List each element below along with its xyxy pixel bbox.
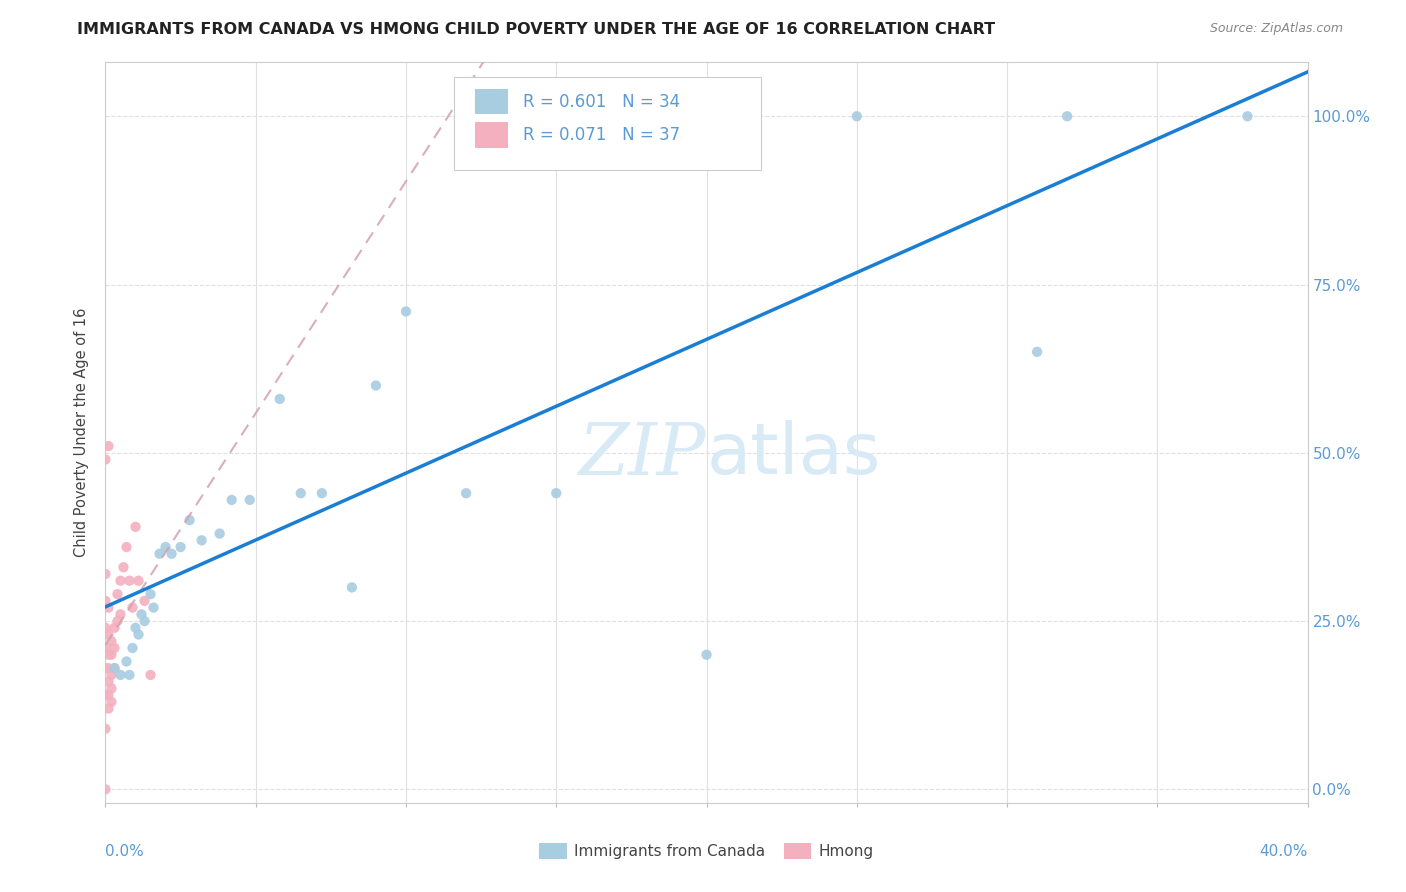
Point bbox=[103, 640, 125, 655]
Text: Source: ZipAtlas.com: Source: ZipAtlas.com bbox=[1209, 22, 1343, 36]
Point bbox=[112, 560, 135, 574]
Point bbox=[94, 594, 117, 608]
Point bbox=[118, 668, 141, 682]
Text: atlas: atlas bbox=[707, 420, 882, 490]
Bar bbox=[474, 122, 508, 147]
Point bbox=[115, 655, 138, 669]
Point bbox=[94, 688, 117, 702]
Point bbox=[94, 661, 117, 675]
Point bbox=[115, 540, 138, 554]
Text: 0.0%: 0.0% bbox=[105, 844, 145, 858]
Point bbox=[94, 621, 117, 635]
Point bbox=[190, 533, 212, 548]
Point bbox=[142, 600, 165, 615]
Point bbox=[97, 627, 120, 641]
Point bbox=[110, 574, 132, 588]
Point bbox=[364, 378, 387, 392]
FancyBboxPatch shape bbox=[454, 78, 761, 169]
Point bbox=[97, 674, 120, 689]
Point bbox=[208, 526, 231, 541]
Point bbox=[103, 661, 125, 675]
Point bbox=[131, 607, 153, 622]
Text: ZIP: ZIP bbox=[579, 419, 707, 490]
Point bbox=[311, 486, 333, 500]
Point bbox=[94, 566, 117, 581]
Point bbox=[1026, 344, 1049, 359]
Point bbox=[269, 392, 291, 406]
Point bbox=[100, 634, 122, 648]
Point bbox=[110, 607, 132, 622]
Y-axis label: Child Poverty Under the Age of 16: Child Poverty Under the Age of 16 bbox=[75, 308, 90, 558]
Bar bbox=[474, 89, 508, 114]
Point bbox=[97, 600, 120, 615]
Point bbox=[97, 688, 120, 702]
Point bbox=[103, 621, 125, 635]
Point bbox=[94, 640, 117, 655]
Point bbox=[456, 486, 478, 500]
Point bbox=[97, 648, 120, 662]
Point bbox=[107, 587, 129, 601]
Point bbox=[97, 661, 120, 675]
Point bbox=[100, 681, 122, 696]
Point bbox=[124, 621, 146, 635]
Point bbox=[1236, 109, 1258, 123]
Point bbox=[97, 439, 120, 453]
Point bbox=[100, 695, 122, 709]
Point bbox=[94, 722, 117, 736]
Point bbox=[148, 547, 170, 561]
Point bbox=[124, 520, 146, 534]
Text: 40.0%: 40.0% bbox=[1260, 844, 1308, 858]
Point bbox=[121, 640, 143, 655]
Point bbox=[97, 701, 120, 715]
Point bbox=[103, 661, 125, 675]
Text: IMMIGRANTS FROM CANADA VS HMONG CHILD POVERTY UNDER THE AGE OF 16 CORRELATION CH: IMMIGRANTS FROM CANADA VS HMONG CHILD PO… bbox=[77, 22, 995, 37]
Point bbox=[100, 648, 122, 662]
Point bbox=[121, 600, 143, 615]
Point bbox=[110, 668, 132, 682]
Point bbox=[546, 486, 568, 500]
Point bbox=[620, 109, 643, 123]
Point bbox=[340, 581, 363, 595]
Point bbox=[128, 627, 150, 641]
Point bbox=[221, 492, 243, 507]
Point bbox=[118, 574, 141, 588]
Point bbox=[155, 540, 177, 554]
Point bbox=[290, 486, 312, 500]
Point bbox=[395, 304, 418, 318]
Point bbox=[94, 452, 117, 467]
Text: R = 0.601   N = 34: R = 0.601 N = 34 bbox=[523, 93, 679, 111]
Point bbox=[134, 614, 156, 628]
Point bbox=[239, 492, 262, 507]
Point bbox=[179, 513, 201, 527]
Point bbox=[94, 782, 117, 797]
Point bbox=[160, 547, 183, 561]
Point bbox=[107, 614, 129, 628]
Point bbox=[100, 668, 122, 682]
Point bbox=[134, 594, 156, 608]
Point bbox=[845, 109, 868, 123]
Point bbox=[128, 574, 150, 588]
Point bbox=[139, 587, 162, 601]
Text: R = 0.071   N = 37: R = 0.071 N = 37 bbox=[523, 126, 679, 144]
Point bbox=[696, 648, 718, 662]
Point bbox=[139, 668, 162, 682]
Point bbox=[169, 540, 191, 554]
Legend: Immigrants from Canada, Hmong: Immigrants from Canada, Hmong bbox=[533, 838, 880, 865]
Point bbox=[1056, 109, 1078, 123]
